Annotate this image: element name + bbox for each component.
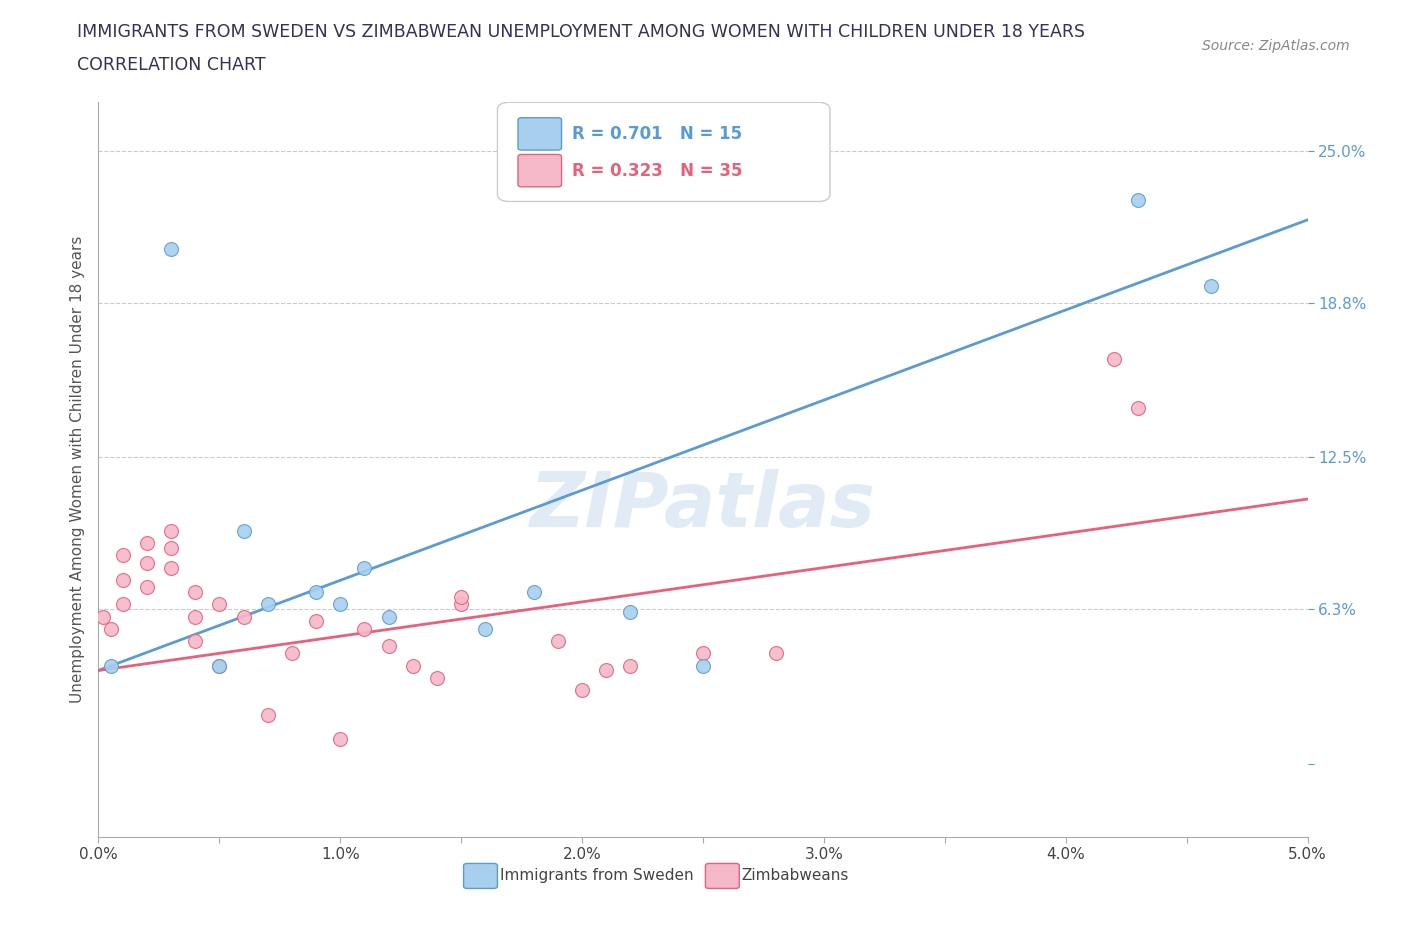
Point (571, 683, 593, 698)
Text: Zimbabweans: Zimbabweans (742, 869, 849, 883)
Point (184, 585, 207, 600)
Point (692, 658, 714, 673)
FancyBboxPatch shape (706, 863, 740, 888)
Point (111, 597, 134, 612)
Point (305, 585, 328, 600)
Point (353, 560, 375, 575)
Point (232, 524, 254, 538)
Point (135, 579, 157, 594)
Point (160, 242, 183, 257)
Point (426, 671, 449, 685)
Point (305, 614, 328, 629)
Point (329, 597, 352, 612)
Point (692, 646, 714, 661)
Point (100, 621, 122, 636)
Point (595, 663, 617, 678)
Point (208, 597, 231, 612)
Point (1128, 401, 1150, 416)
Point (619, 604, 641, 619)
Point (353, 621, 375, 636)
Point (184, 609, 207, 624)
Point (135, 555, 157, 570)
Y-axis label: Unemployment Among Women with Children Under 18 years: Unemployment Among Women with Children U… (69, 236, 84, 703)
Point (111, 548, 134, 563)
Text: Immigrants from Sweden: Immigrants from Sweden (501, 869, 693, 883)
Point (256, 707, 278, 722)
Point (160, 524, 183, 538)
Point (474, 621, 496, 636)
Point (100, 658, 122, 673)
Point (160, 540, 183, 555)
Text: ZIPatlas: ZIPatlas (530, 470, 876, 543)
Point (377, 609, 399, 624)
Point (208, 658, 231, 673)
Point (402, 658, 425, 673)
Point (281, 646, 304, 661)
Point (160, 560, 183, 575)
FancyBboxPatch shape (517, 154, 561, 187)
Text: IMMIGRANTS FROM SWEDEN VS ZIMBABWEAN UNEMPLOYMENT AMONG WOMEN WITH CHILDREN UNDE: IMMIGRANTS FROM SWEDEN VS ZIMBABWEAN UNE… (77, 23, 1085, 41)
Point (450, 597, 472, 612)
Point (1102, 352, 1125, 367)
Text: CORRELATION CHART: CORRELATION CHART (77, 56, 266, 73)
Point (450, 590, 472, 604)
FancyBboxPatch shape (464, 863, 498, 888)
Point (111, 573, 134, 588)
Point (1128, 193, 1150, 207)
Point (91, 609, 114, 624)
Point (232, 609, 254, 624)
Text: R = 0.701   N = 15: R = 0.701 N = 15 (572, 125, 742, 143)
Point (377, 639, 399, 654)
Point (1199, 279, 1222, 294)
Point (619, 658, 641, 673)
Point (547, 633, 569, 648)
Point (184, 633, 207, 648)
Point (208, 658, 231, 673)
Point (765, 646, 787, 661)
Point (256, 597, 278, 612)
Point (523, 585, 546, 600)
Point (329, 732, 352, 747)
FancyBboxPatch shape (498, 102, 830, 202)
FancyBboxPatch shape (517, 118, 561, 150)
Point (135, 536, 157, 551)
Text: Source: ZipAtlas.com: Source: ZipAtlas.com (1202, 39, 1350, 53)
Text: R = 0.323   N = 35: R = 0.323 N = 35 (572, 162, 742, 179)
